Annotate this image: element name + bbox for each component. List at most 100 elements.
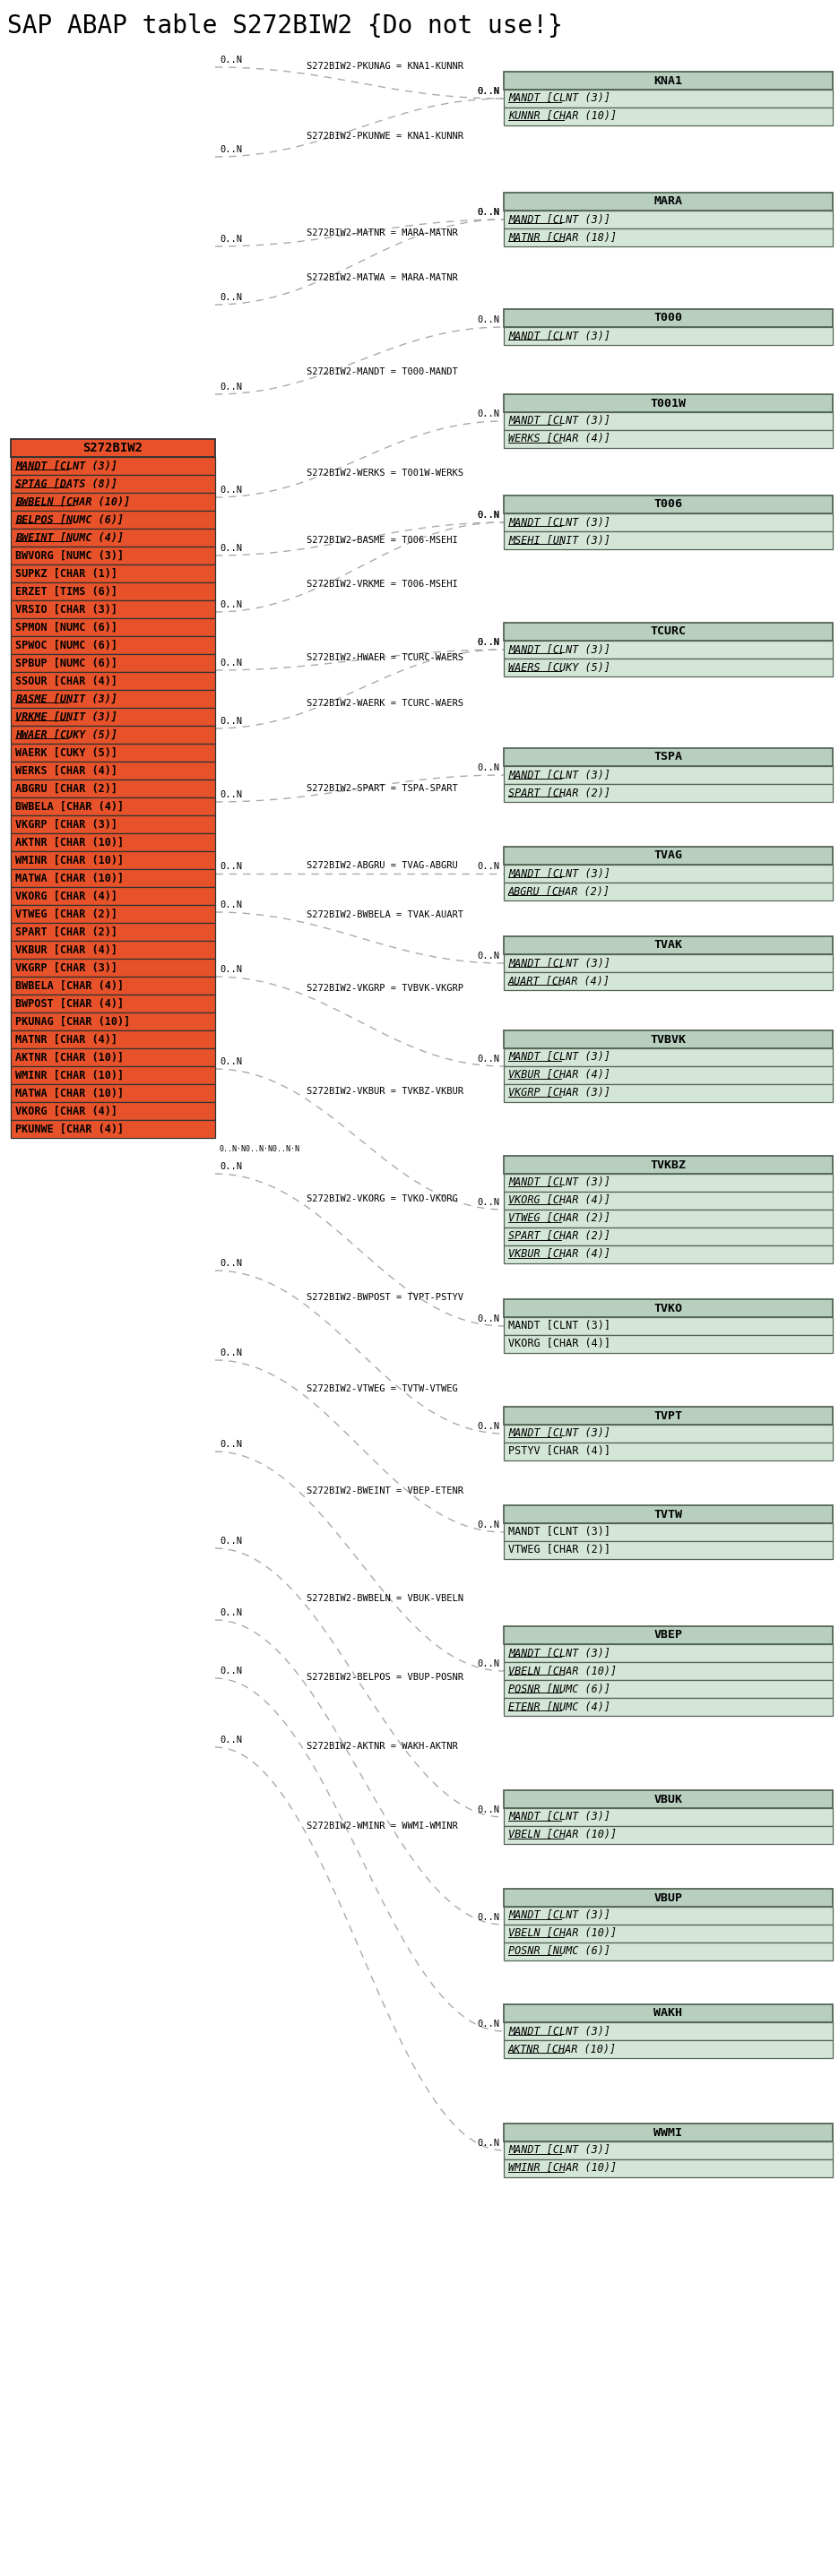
Bar bbox=[503, 884, 831, 902]
Bar bbox=[503, 1298, 831, 1316]
Bar bbox=[11, 886, 215, 904]
Text: 0..N: 0..N bbox=[219, 716, 242, 726]
Bar bbox=[11, 1048, 215, 1066]
Text: MANDT [CLNT (3)]: MANDT [CLNT (3)] bbox=[508, 330, 610, 343]
Bar bbox=[11, 492, 215, 510]
Bar bbox=[503, 531, 831, 549]
Text: VBUK: VBUK bbox=[654, 1793, 682, 1806]
Text: 0..N: 0..N bbox=[477, 1520, 498, 1530]
Text: KNA1: KNA1 bbox=[654, 75, 682, 88]
Text: 0..N: 0..N bbox=[477, 2020, 498, 2027]
Text: T000: T000 bbox=[654, 312, 682, 325]
Text: VKBUR [CHAR (4)]: VKBUR [CHAR (4)] bbox=[15, 943, 117, 956]
Text: VKORG [CHAR (4)]: VKORG [CHAR (4)] bbox=[508, 1337, 610, 1350]
Text: MANDT [CLNT (3)]: MANDT [CLNT (3)] bbox=[508, 1528, 610, 1538]
Bar bbox=[503, 2159, 831, 2177]
Text: WERKS [CHAR (4)]: WERKS [CHAR (4)] bbox=[15, 765, 117, 775]
Bar bbox=[11, 1030, 215, 1048]
Bar bbox=[503, 1504, 831, 1522]
Bar bbox=[11, 600, 215, 618]
Text: 0..N: 0..N bbox=[477, 1806, 498, 1814]
Text: 0..N: 0..N bbox=[477, 410, 498, 417]
Bar bbox=[503, 309, 831, 327]
Bar bbox=[503, 394, 831, 412]
Bar bbox=[503, 659, 831, 677]
Bar bbox=[503, 1406, 831, 1425]
Text: MANDT [CLNT (3)]: MANDT [CLNT (3)] bbox=[508, 958, 610, 969]
Text: SPART [CHAR (2)]: SPART [CHAR (2)] bbox=[508, 788, 610, 799]
Text: MANDT [CLNT (3)]: MANDT [CLNT (3)] bbox=[508, 770, 610, 781]
Bar bbox=[503, 1084, 831, 1103]
Text: MANDT [CLNT (3)]: MANDT [CLNT (3)] bbox=[508, 415, 610, 428]
Text: 0..N: 0..N bbox=[219, 1538, 242, 1546]
Text: VTWEG [CHAR (2)]: VTWEG [CHAR (2)] bbox=[15, 909, 117, 920]
Bar bbox=[503, 1316, 831, 1334]
Text: VBEP: VBEP bbox=[654, 1631, 682, 1641]
Text: AUART [CHAR (4)]: AUART [CHAR (4)] bbox=[508, 976, 610, 987]
Text: WAKH: WAKH bbox=[654, 2007, 682, 2020]
Text: MANDT [CLNT (3)]: MANDT [CLNT (3)] bbox=[508, 93, 610, 106]
Bar bbox=[11, 438, 215, 456]
Text: S272BIW2-BWBELA = TVAK-AUART: S272BIW2-BWBELA = TVAK-AUART bbox=[306, 909, 463, 920]
Text: MATWA [CHAR (10)]: MATWA [CHAR (10)] bbox=[15, 873, 123, 884]
Bar bbox=[11, 528, 215, 546]
Text: 0..N: 0..N bbox=[219, 234, 242, 245]
Text: TVTW: TVTW bbox=[654, 1510, 682, 1520]
Text: 0..N: 0..N bbox=[219, 1162, 242, 1172]
Bar bbox=[503, 430, 831, 448]
Bar bbox=[503, 2040, 831, 2058]
Text: S272BIW2-AKTNR = WAKH-AKTNR: S272BIW2-AKTNR = WAKH-AKTNR bbox=[306, 1741, 457, 1752]
Bar bbox=[503, 1643, 831, 1662]
Bar bbox=[503, 1066, 831, 1084]
Text: MANDT [CLNT (3)]: MANDT [CLNT (3)] bbox=[15, 461, 117, 471]
Text: 0..N: 0..N bbox=[477, 639, 498, 647]
Text: 0..N: 0..N bbox=[477, 762, 498, 773]
Text: MANDT [CLNT (3)]: MANDT [CLNT (3)] bbox=[508, 1811, 610, 1824]
Text: S272BIW2: S272BIW2 bbox=[83, 440, 143, 453]
Text: TSPA: TSPA bbox=[654, 752, 682, 762]
Text: MANDT [CLNT (3)]: MANDT [CLNT (3)] bbox=[508, 868, 610, 878]
Text: VBELN [CHAR (10)]: VBELN [CHAR (10)] bbox=[508, 1829, 616, 1842]
Text: S272BIW2-WAERK = TCURC-WAERS: S272BIW2-WAERK = TCURC-WAERS bbox=[306, 698, 463, 708]
Text: MANDT [CLNT (3)]: MANDT [CLNT (3)] bbox=[508, 1909, 610, 1922]
Bar bbox=[11, 994, 215, 1012]
Text: 0..N: 0..N bbox=[477, 510, 498, 520]
Text: S272BIW2-ABGRU = TVAG-ABGRU: S272BIW2-ABGRU = TVAG-ABGRU bbox=[306, 860, 457, 871]
Text: S272BIW2-PKUNAG = KNA1-KUNNR: S272BIW2-PKUNAG = KNA1-KUNNR bbox=[306, 62, 463, 70]
Text: PKUNAG [CHAR (10)]: PKUNAG [CHAR (10)] bbox=[15, 1015, 130, 1028]
Text: WMINR [CHAR (10)]: WMINR [CHAR (10)] bbox=[15, 1069, 123, 1082]
Bar bbox=[11, 564, 215, 582]
Bar bbox=[503, 1808, 831, 1826]
Bar bbox=[503, 783, 831, 801]
Bar bbox=[503, 90, 831, 108]
Text: SPART [CHAR (2)]: SPART [CHAR (2)] bbox=[508, 1231, 610, 1242]
Bar bbox=[503, 971, 831, 989]
Text: VTWEG [CHAR (2)]: VTWEG [CHAR (2)] bbox=[508, 1213, 610, 1224]
Bar bbox=[11, 690, 215, 708]
Text: VKGRP [CHAR (3)]: VKGRP [CHAR (3)] bbox=[15, 819, 117, 829]
Text: AKTNR [CHAR (10)]: AKTNR [CHAR (10)] bbox=[508, 2043, 616, 2056]
Text: SPART [CHAR (2)]: SPART [CHAR (2)] bbox=[15, 925, 117, 938]
Text: WMINR [CHAR (10)]: WMINR [CHAR (10)] bbox=[15, 855, 123, 866]
Text: BWBELN [CHAR (10)]: BWBELN [CHAR (10)] bbox=[15, 497, 130, 507]
Text: PKUNWE [CHAR (4)]: PKUNWE [CHAR (4)] bbox=[15, 1123, 123, 1136]
Text: MANDT [CLNT (3)]: MANDT [CLNT (3)] bbox=[508, 1427, 610, 1440]
Text: S272BIW2-MATWA = MARA-MATNR: S272BIW2-MATWA = MARA-MATNR bbox=[306, 273, 457, 283]
Text: MANDT [CLNT (3)]: MANDT [CLNT (3)] bbox=[508, 2025, 610, 2038]
Bar bbox=[11, 832, 215, 850]
Bar bbox=[503, 1888, 831, 1906]
Text: 0..N: 0..N bbox=[219, 1260, 242, 1267]
Bar bbox=[11, 1066, 215, 1084]
Bar bbox=[11, 672, 215, 690]
Text: 0..N: 0..N bbox=[219, 57, 242, 64]
Bar bbox=[11, 618, 215, 636]
Text: 0..N: 0..N bbox=[477, 1659, 498, 1669]
Bar bbox=[11, 976, 215, 994]
Bar bbox=[11, 636, 215, 654]
Text: MARA: MARA bbox=[654, 196, 682, 209]
Text: TVKBZ: TVKBZ bbox=[649, 1159, 685, 1170]
Bar bbox=[503, 513, 831, 531]
Text: HWAER [CUKY (5)]: HWAER [CUKY (5)] bbox=[15, 729, 117, 739]
Text: MANDT [CLNT (3)]: MANDT [CLNT (3)] bbox=[508, 1321, 610, 1332]
Bar bbox=[11, 762, 215, 781]
